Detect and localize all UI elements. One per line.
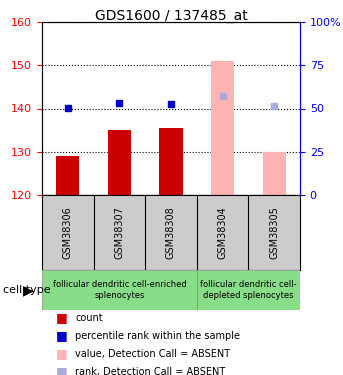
Text: ▶: ▶ [23, 283, 34, 297]
Text: follicular dendritic cell-
depleted splenocytes: follicular dendritic cell- depleted sple… [200, 280, 297, 300]
Bar [159, 128, 182, 195]
Text: percentile rank within the sample: percentile rank within the sample [75, 331, 240, 341]
Text: ■: ■ [56, 312, 68, 324]
Text: GDS1600 / 137485_at: GDS1600 / 137485_at [95, 9, 248, 23]
Text: count: count [75, 313, 103, 323]
Text: cell type: cell type [3, 285, 51, 295]
Text: ■: ■ [56, 330, 68, 342]
Text: GSM38308: GSM38308 [166, 206, 176, 259]
Text: ■: ■ [56, 366, 68, 375]
Bar [56, 156, 80, 195]
Text: GSM38307: GSM38307 [115, 206, 125, 259]
Bar [42, 270, 197, 310]
Bar [197, 270, 300, 310]
Bar [263, 152, 286, 195]
Text: follicular dendritic cell-enriched
splenocytes: follicular dendritic cell-enriched splen… [52, 280, 186, 300]
Text: GSM38306: GSM38306 [63, 206, 73, 259]
Bar [108, 130, 131, 195]
Text: ■: ■ [56, 348, 68, 360]
Text: GSM38305: GSM38305 [269, 206, 279, 259]
Bar [211, 61, 234, 195]
Text: value, Detection Call = ABSENT: value, Detection Call = ABSENT [75, 349, 230, 359]
Text: GSM38304: GSM38304 [217, 206, 228, 259]
Text: rank, Detection Call = ABSENT: rank, Detection Call = ABSENT [75, 367, 226, 375]
